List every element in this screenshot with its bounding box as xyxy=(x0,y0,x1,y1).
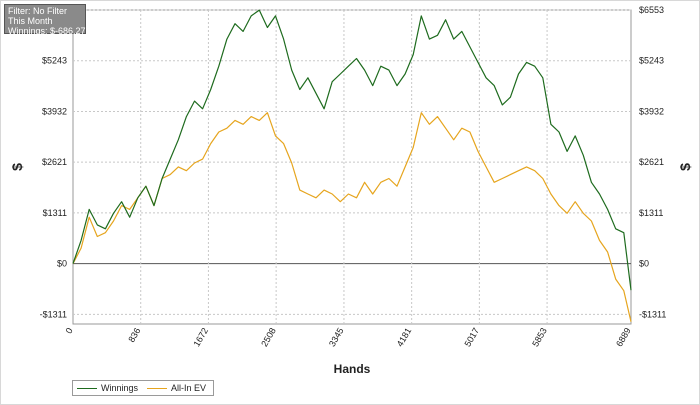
y-tick-label-right: $5243 xyxy=(639,56,664,66)
filter-info-box: Filter: No Filter This Month Winnings: $… xyxy=(4,4,86,36)
y-tick-label-left: $2621 xyxy=(42,157,67,167)
x-tick-label: 1672 xyxy=(191,326,210,348)
y-axis-title-right: $ xyxy=(677,163,693,171)
series-line-allin-ev xyxy=(72,112,632,322)
y-tick-label-right: $2621 xyxy=(639,157,664,167)
x-tick-label: 5853 xyxy=(530,326,549,348)
y-tick-label-right: $6553 xyxy=(639,5,664,15)
x-tick-label: 2508 xyxy=(259,326,278,348)
legend-label-allin-ev: All-In EV xyxy=(171,383,207,393)
x-tick-label: 836 xyxy=(126,326,142,344)
y-tick-label-left: -$1311 xyxy=(40,309,67,319)
y-tick-label-left: $0 xyxy=(57,259,67,269)
period-label: This Month xyxy=(8,16,53,26)
legend-swatch-allin-ev xyxy=(147,388,167,390)
legend-item-allin-ev: All-In EV xyxy=(147,382,206,394)
y-tick-label-right: $0 xyxy=(639,259,649,269)
y-axis-title-left: $ xyxy=(9,163,25,171)
x-tick-label: 5017 xyxy=(462,326,481,348)
y-tick-label-left: $3932 xyxy=(42,106,67,116)
x-tick-label: 6889 xyxy=(614,326,633,348)
y-tick-label-right: $3932 xyxy=(639,106,664,116)
y-tick-label-left: $5243 xyxy=(42,56,67,66)
series-line-winnings xyxy=(72,9,632,291)
legend: Winnings All-In EV xyxy=(72,380,214,396)
x-tick-label: 0 xyxy=(64,326,75,335)
y-tick-label-right: $1311 xyxy=(639,208,663,218)
y-tick-label-left: $1311 xyxy=(43,208,67,218)
winnings-summary: Winnings: $-686.27 xyxy=(8,26,86,36)
x-tick-label: 4181 xyxy=(395,326,414,348)
legend-label-winnings: Winnings xyxy=(101,383,139,393)
x-axis-title: Hands xyxy=(334,362,371,376)
filter-label: Filter: No Filter xyxy=(8,6,68,16)
y-tick-label-right: -$1311 xyxy=(639,309,666,319)
legend-item-winnings: Winnings xyxy=(77,382,138,394)
legend-swatch-winnings xyxy=(77,388,97,390)
x-tick-label: 3345 xyxy=(327,326,346,348)
